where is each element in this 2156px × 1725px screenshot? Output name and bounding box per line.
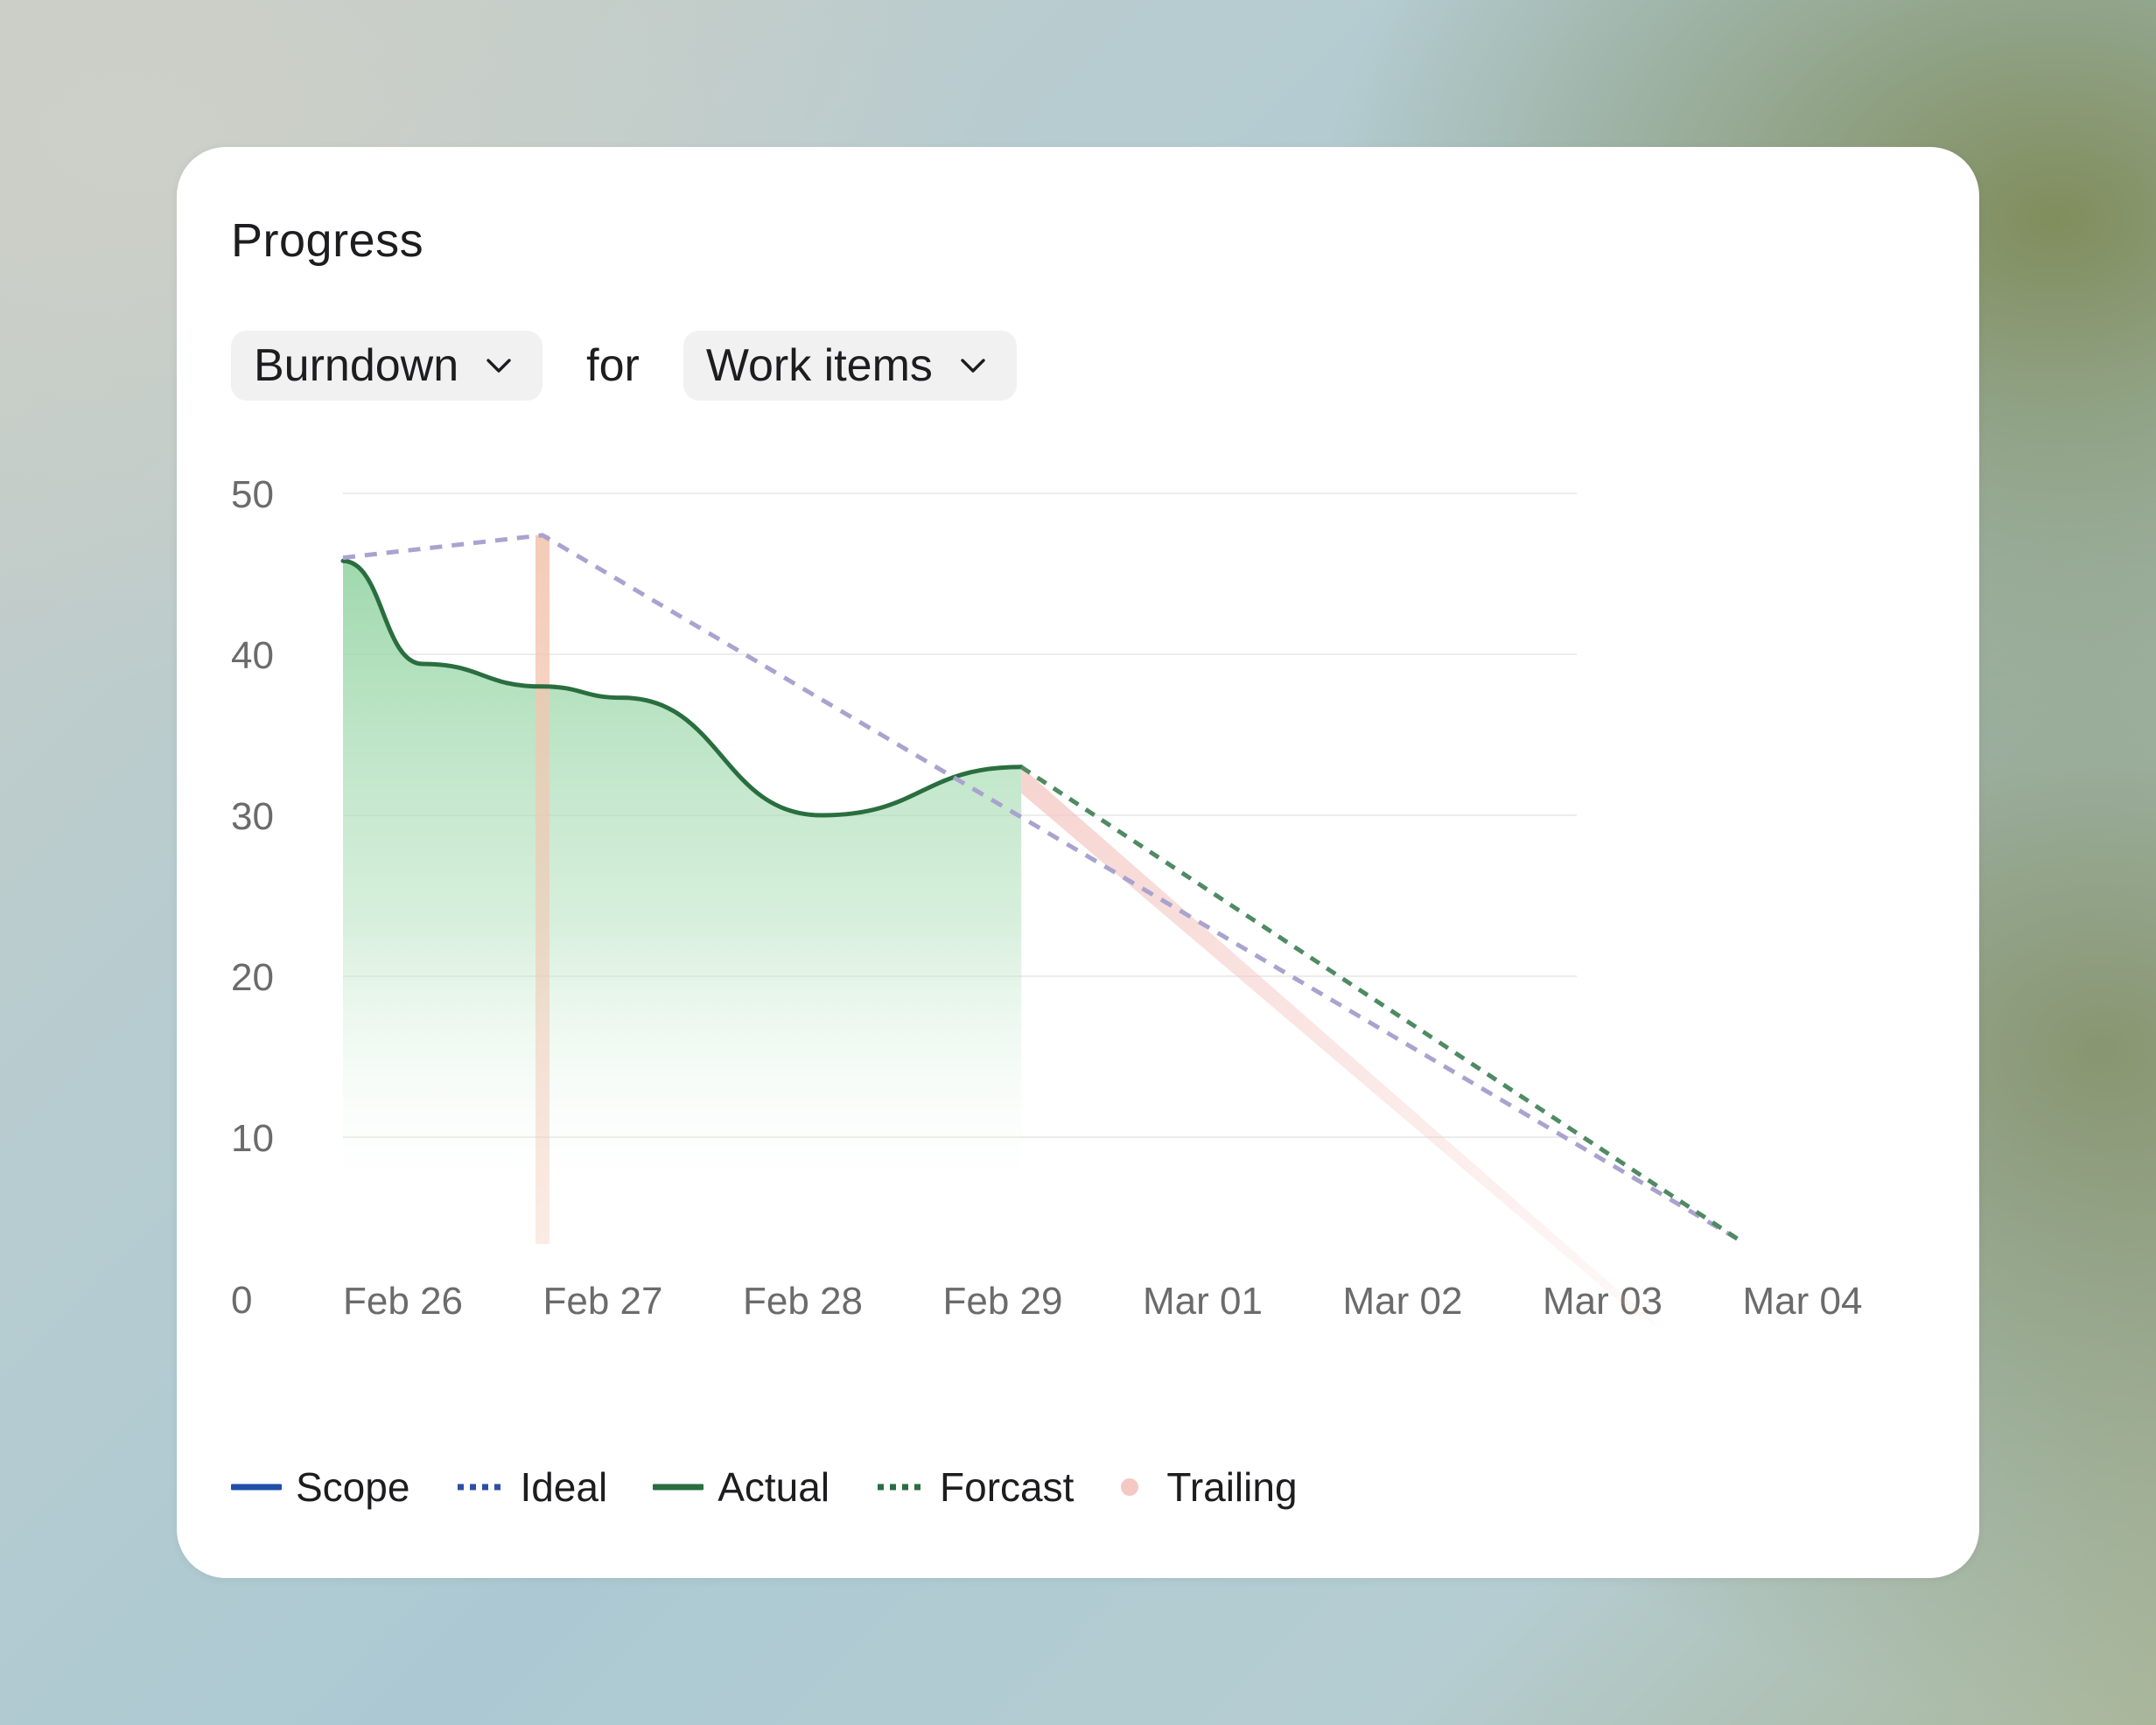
y-tick-label: 30 — [231, 795, 274, 838]
x-tick-label: Feb 26 — [343, 1280, 463, 1323]
legend-label-scope: Scope — [296, 1464, 410, 1510]
legend-item-ideal[interactable]: Ideal — [455, 1463, 607, 1511]
legend-item-forecast[interactable]: Forcast — [875, 1463, 1074, 1511]
x-tick-label: Feb 29 — [943, 1280, 1063, 1323]
y-tick-label: 50 — [231, 473, 274, 516]
chart-legend: Scope Ideal Actual Forcast Trailing — [231, 1459, 1343, 1515]
chevron-down-icon — [961, 359, 985, 373]
x-tick-label: Mar 01 — [1143, 1280, 1263, 1323]
y-tick-label: 10 — [231, 1117, 274, 1160]
x-tick-label: Feb 28 — [743, 1280, 863, 1323]
legend-swatch-actual — [653, 1484, 704, 1491]
y-tick-label: 40 — [231, 634, 274, 677]
legend-label-actual: Actual — [718, 1464, 830, 1510]
forecast-line — [1019, 765, 1741, 1242]
x-axis: Feb 26 Feb 27 Feb 28 Feb 29 Mar 01 Mar 02 Mar … — [343, 1280, 1862, 1323]
trailing-bar — [536, 534, 550, 1244]
trailing-band — [1021, 766, 1660, 1327]
chart-controls: Burndown for Work items — [231, 331, 1017, 401]
y-axis: 50 40 30 20 10 0 — [231, 473, 274, 1322]
x-tick-label: Mar 02 — [1343, 1280, 1463, 1323]
metric-select-value: Burndown — [254, 340, 459, 391]
x-tick-label: Feb 27 — [543, 1280, 663, 1323]
legend-label-ideal: Ideal — [520, 1464, 608, 1510]
unit-select[interactable]: Work items — [682, 331, 1017, 401]
legend-label-trailing: Trailing — [1166, 1464, 1298, 1510]
legend-swatch-trailing — [1121, 1478, 1139, 1496]
actual-area — [343, 561, 1022, 1219]
actual-line — [340, 558, 1024, 818]
series-layer — [340, 533, 1741, 1327]
card-title: Progress — [231, 214, 424, 267]
x-tick-label: Mar 04 — [1743, 1280, 1863, 1323]
legend-swatch-ideal — [458, 1484, 505, 1491]
burndown-chart: 50 40 30 20 10 0 Feb 26 Feb 27 Feb 28 Feb 29 Mar … — [231, 473, 1862, 1327]
legend-swatch-forecast — [878, 1484, 925, 1491]
legend-item-actual[interactable]: Actual — [653, 1463, 830, 1511]
ideal-line — [342, 533, 1741, 1242]
progress-card: Progress Burndown for Work items — [177, 147, 1979, 1578]
legend-swatch-scope — [231, 1484, 282, 1491]
legend-item-trailing[interactable]: Trailing — [1119, 1463, 1298, 1511]
metric-select[interactable]: Burndown — [231, 331, 543, 401]
legend-label-forecast: Forcast — [940, 1464, 1074, 1510]
unit-select-value: Work items — [705, 340, 933, 391]
y-tick-label: 20 — [231, 956, 274, 999]
y-tick-label: 0 — [231, 1279, 252, 1322]
legend-item-scope[interactable]: Scope — [231, 1463, 410, 1511]
chevron-down-icon — [486, 359, 511, 373]
connector-label: for — [586, 340, 640, 391]
